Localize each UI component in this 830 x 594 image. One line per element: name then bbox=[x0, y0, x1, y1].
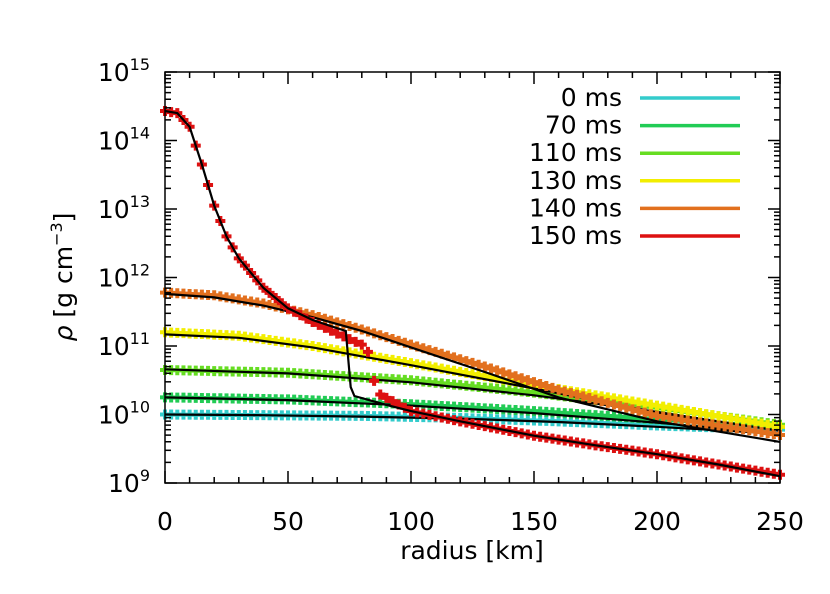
ticks-layer bbox=[164, 71, 781, 484]
y-tick-label: 1011 bbox=[98, 329, 150, 361]
legend-label-1: 70 ms bbox=[545, 111, 622, 140]
y-axis-unit: [g cm bbox=[49, 246, 78, 326]
x-tick-label: 250 bbox=[756, 507, 804, 536]
y-tick-label: 1014 bbox=[98, 124, 150, 156]
legend-label-3: 130 ms bbox=[529, 166, 622, 195]
y-axis-title: ρ [g cm−3] bbox=[47, 213, 78, 342]
legend-label-2: 110 ms bbox=[529, 138, 622, 167]
y-axis-unit-close: ] bbox=[49, 213, 78, 223]
x-tick-label: 0 bbox=[157, 507, 173, 536]
y-axis-symbol: ρ bbox=[49, 325, 78, 341]
series-layer bbox=[160, 106, 785, 480]
y-tick-label: 1015 bbox=[98, 55, 150, 87]
y-axis-unit-exponent: −3 bbox=[47, 222, 66, 246]
legend-label-4: 140 ms bbox=[529, 193, 622, 222]
y-tick-label: 1010 bbox=[98, 398, 150, 430]
y-tick-label: 1013 bbox=[98, 192, 150, 224]
x-tick-label: 100 bbox=[387, 507, 435, 536]
x-axis-title: radius [km] bbox=[400, 536, 544, 565]
y-tick-label: 109 bbox=[108, 466, 150, 498]
legend-label-0: 0 ms bbox=[561, 83, 622, 112]
y-tick-label: 1012 bbox=[98, 261, 150, 293]
series-fit-line-4 bbox=[164, 292, 781, 443]
series-fit-line-5 bbox=[164, 109, 781, 478]
x-tick-label: 50 bbox=[272, 507, 304, 536]
series-fit-line-2 bbox=[164, 368, 781, 432]
x-tick-label: 200 bbox=[633, 507, 681, 536]
tick-labels-layer: 0 50 100 150 200 250 109 1010 1011 1012 1013 1014 10… bbox=[98, 55, 804, 536]
legend-label-5: 150 ms bbox=[529, 221, 622, 250]
x-tick-label: 150 bbox=[510, 507, 558, 536]
